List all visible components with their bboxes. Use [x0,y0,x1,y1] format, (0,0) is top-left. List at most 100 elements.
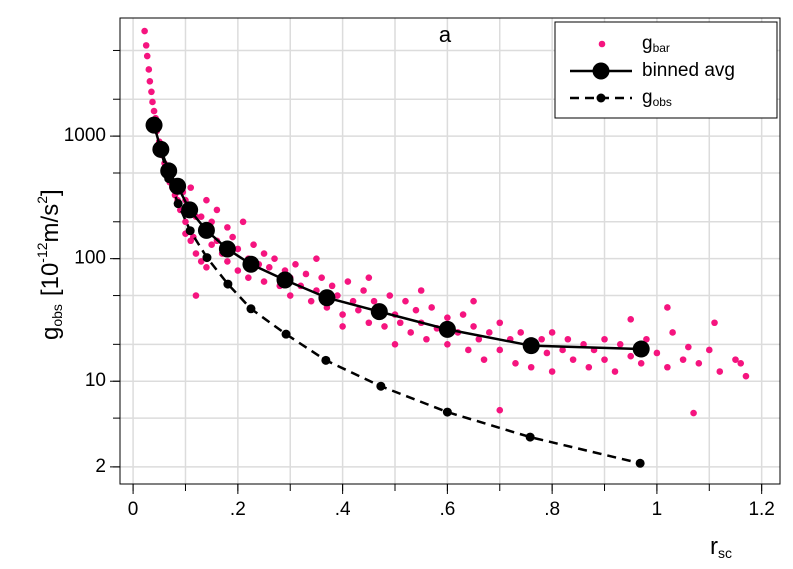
scatter-point [690,409,697,417]
scatter-point [664,304,671,311]
scatter-point [146,78,154,85]
plot-frame [119,17,781,485]
series-marker [276,271,294,289]
series-marker [442,407,452,417]
chart-title: a [439,22,452,47]
series-marker [202,253,212,263]
scatter-point [307,297,315,305]
scatter-point [182,218,189,226]
scatter-point [192,250,200,257]
legend-label: gbar [642,33,670,55]
series-marker [218,240,236,258]
series-marker [160,162,178,180]
scatter-point [564,335,572,343]
y-tick-label: 2 [95,456,106,477]
scatter-point [292,260,299,268]
scatter-point [355,306,362,314]
scatter-point [616,341,624,348]
scatter-point [396,319,404,327]
y-tick-label: 1000 [64,125,106,146]
scatter-point [407,329,415,336]
series-marker [522,337,540,355]
scatter-point [203,196,210,204]
scatter-point [705,346,713,354]
scatter-point [412,306,420,314]
scatter-point [149,98,156,106]
scatter-point [669,329,676,336]
scatter-point [187,184,195,191]
scatter-point [328,282,336,290]
scatter-point [423,335,430,343]
scatter-point [286,292,294,299]
scatter-point [245,274,252,281]
series-marker [438,320,456,338]
scatter-point [637,360,645,367]
scatter-point [229,233,236,241]
scatter-point [197,258,205,265]
scatter-point [360,287,367,294]
scatter-point [302,270,310,278]
scatter-point [496,319,504,327]
scatter-point [234,267,242,274]
series-marker [156,146,166,156]
series-marker [635,458,645,468]
y-tick-label: 100 [74,248,106,269]
x-tick-label: .4 [335,499,351,520]
series-marker [173,199,183,209]
scatter-point [627,316,635,323]
scatter-point [485,329,493,336]
scatter-point [428,304,435,311]
series-marker [149,120,159,130]
series-marker [281,329,291,339]
legend-label: gobs [642,87,672,109]
scatter-point [465,346,472,354]
x-tick-label: .8 [544,499,560,520]
series-line [152,124,641,465]
legend-symbol [596,93,606,103]
series-marker [321,355,331,365]
scatter-point [402,297,409,305]
scatter-point [580,341,587,348]
scatter-point [141,27,148,35]
scatter-point [585,363,593,371]
scatter-point [344,278,352,285]
y-label-sub: obs [49,304,65,327]
scatter-point [339,311,346,318]
scatter-point [679,356,687,363]
legend-symbol [598,40,606,48]
scatter-point [459,311,467,318]
series-marker [164,174,174,184]
scatter-point [265,264,273,271]
scatter-point [334,292,341,299]
y-label-open: [10 [37,263,64,296]
scatter-point [203,264,210,271]
series-marker [318,289,336,307]
scatter-point [711,319,718,327]
plot-layer [141,27,750,468]
scatter-point [271,255,278,262]
scatter-point [260,278,268,285]
legend-label-sub: obs [653,95,672,109]
scatter-point [695,360,703,367]
legend-label-main: g [642,87,653,108]
y-label-unit: m/s [37,204,64,243]
scatter-point [145,66,153,73]
legend-label-main: binned avg [642,60,735,81]
scatter-point [601,356,608,363]
scatter-point [496,406,504,414]
scatter-point [318,274,325,281]
scatter-point [611,368,619,375]
scatter-point [142,42,150,49]
scatter-point [313,255,320,262]
x-tick-label: .6 [439,499,455,520]
scatter-point [470,323,477,330]
y-label-exp: -12 [34,242,50,262]
scatter-point [732,356,739,363]
scatter-point [480,356,488,363]
scatter-point [517,329,525,336]
scatter-point [627,352,635,360]
series-marker [223,279,233,289]
series-marker [525,432,535,442]
y-label-close: ] [37,189,64,196]
